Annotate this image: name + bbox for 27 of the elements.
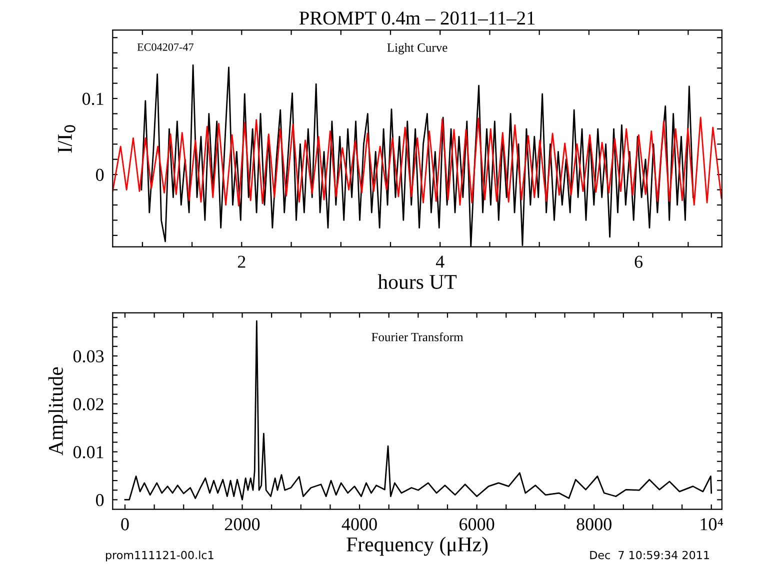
x-tick-label: 6: [634, 256, 643, 268]
y-tick-label: 0.1: [82, 92, 104, 106]
x-tick-label: 8000: [576, 518, 612, 530]
y-tick-label: 0.01: [73, 446, 104, 458]
x-tick-label: 2: [238, 256, 246, 268]
text: Dec 7 10:59:34 2011: [590, 550, 709, 560]
x-axis-title: Frequency (μHz): [346, 536, 488, 556]
line-series: [112, 116, 722, 206]
x-tick-label: 4: [436, 256, 444, 268]
y-tick-label: 0: [96, 168, 104, 181]
annotation: Light Curve: [387, 43, 448, 54]
x-tick-label: 0: [121, 518, 129, 530]
x-axis-title: hours UT: [378, 274, 457, 289]
y-tick-label: 0: [96, 494, 104, 506]
x-tick-label: 10⁴: [700, 518, 724, 530]
y-axis-title: Amplitude: [48, 367, 68, 456]
x-tick-label: 2000: [224, 518, 260, 530]
x-tick-label: 6000: [460, 518, 494, 530]
annotation: Fourier Transform: [372, 332, 464, 342]
y-axis-title: I/I$_{0}$: [58, 125, 76, 153]
text: prom111121-00.lc1: [106, 550, 214, 562]
y-tick-label: 0.03: [73, 350, 104, 362]
annotation: EC04207-47: [137, 43, 194, 51]
y-tick-label: 0.02: [73, 398, 104, 410]
x-tick-label: 4000: [342, 518, 377, 530]
line-series: [124, 320, 712, 500]
chart-title: PROMPT 0.4m – 2011–11–21: [299, 12, 535, 25]
